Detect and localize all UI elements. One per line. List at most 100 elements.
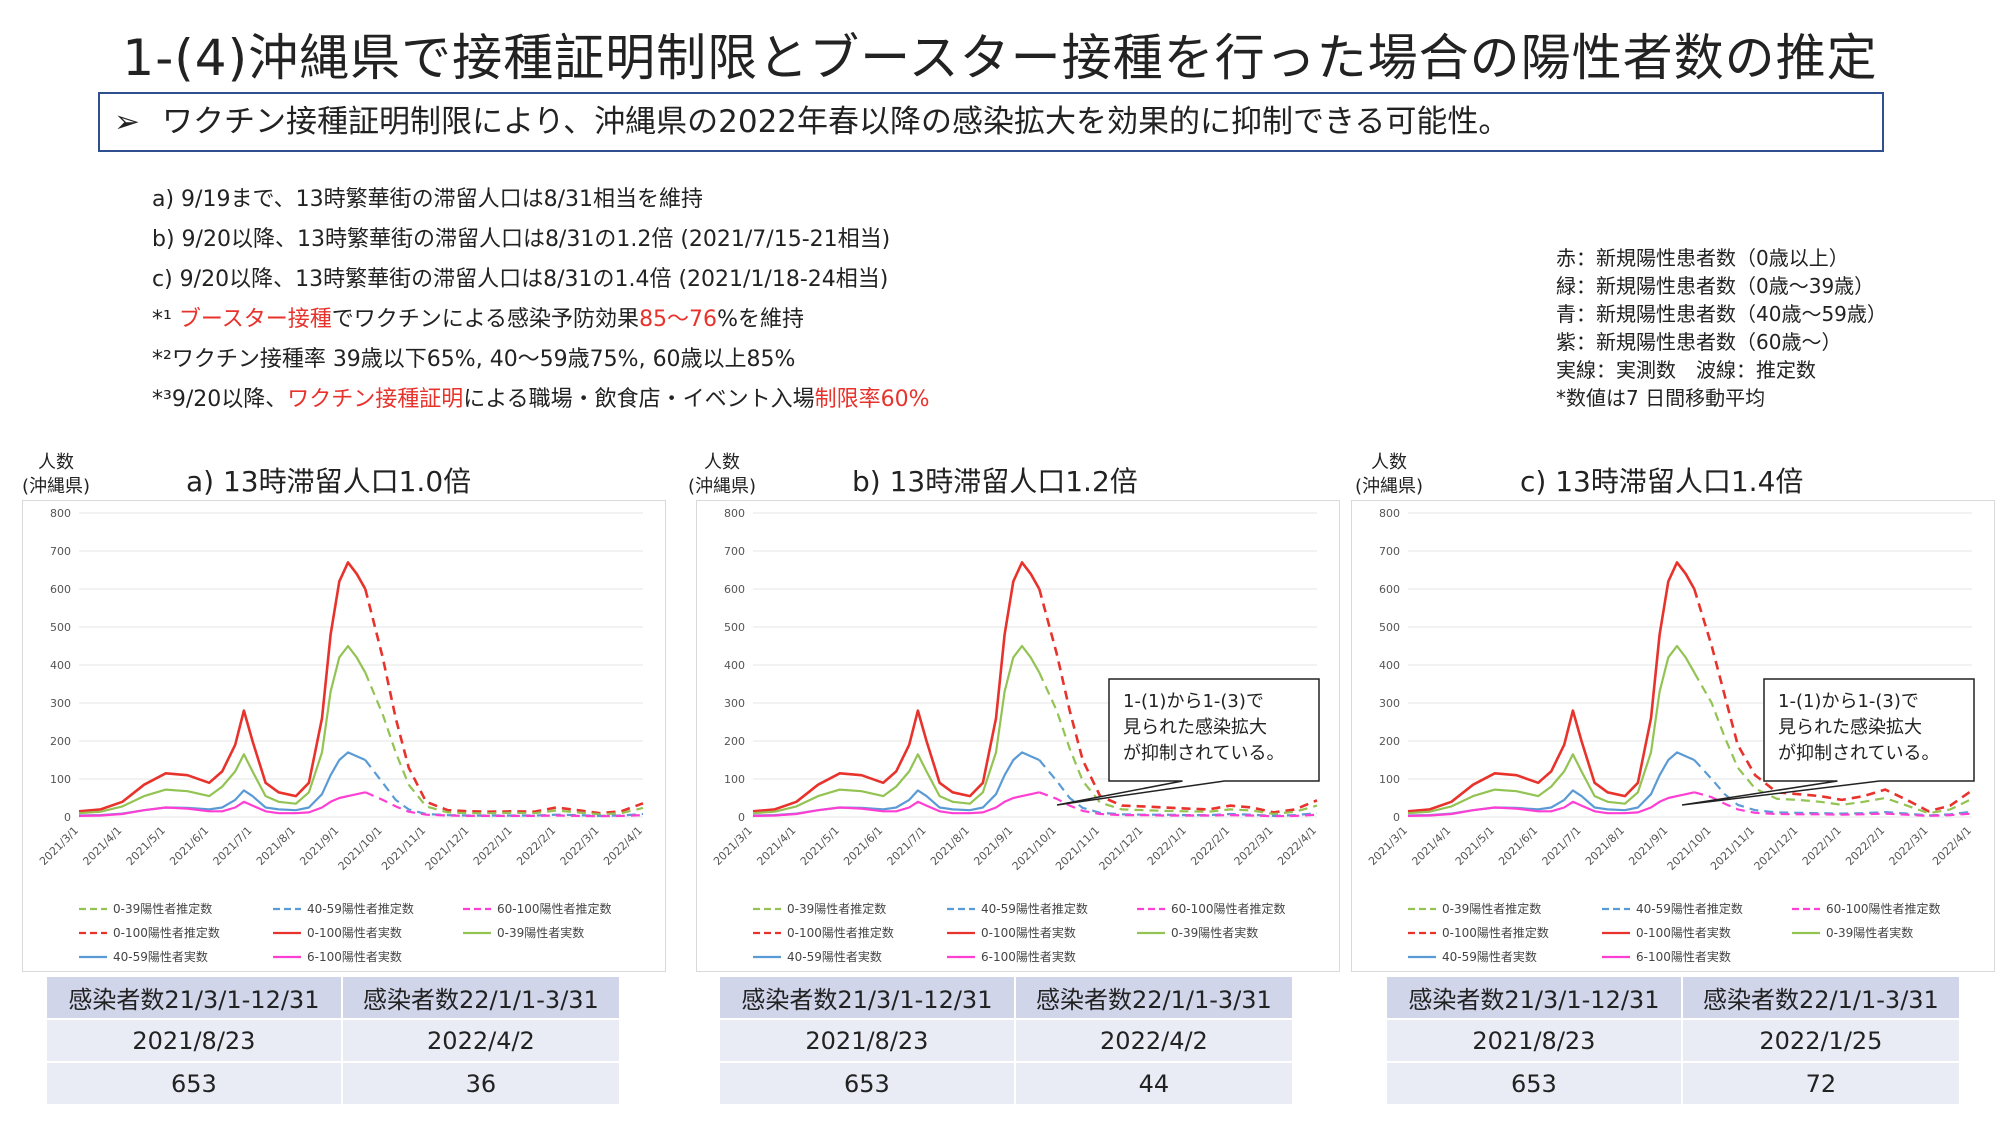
legend-green: 緑：新規陽性患者数（0歳～39歳） <box>1556 274 1875 298</box>
table-row: 653 36 <box>47 1063 619 1104</box>
legend-label: 0-39陽性者実数 <box>497 925 584 940</box>
summary-callout: ➢ ワクチン接種証明制限により、沖縄県の2022年春以降の感染拡大を効果的に抑制で… <box>98 92 1884 152</box>
note-booster: *¹ ブースター接種でワクチンによる感染予防効果85～76%を維持 <box>152 300 930 340</box>
x-tick-label: 2021/12/1 <box>1752 824 1801 873</box>
y-tick-label: 0 <box>1393 811 1400 824</box>
date-cell: 2022/1/25 <box>1682 1020 1959 1061</box>
header-cell: 感染者数22/1/1-3/31 <box>342 977 619 1018</box>
note-booster-prefix: *¹ <box>152 307 179 332</box>
note-booster-suffix: %を維持 <box>717 307 804 332</box>
summary-text: ワクチン接種証明制限により、沖縄県の2022年春以降の感染拡大を効果的に抑制でき… <box>162 104 1510 140</box>
stats-table: 感染者数21/3/1-12/31 感染者数22/1/1-3/31 2021/8/2… <box>45 975 621 1106</box>
series-line <box>78 561 367 813</box>
y-tick-label: 600 <box>50 583 71 596</box>
panel-title: a) 13時滞留人口1.0倍 <box>186 465 472 498</box>
line-chart: 0 100 200 300 400 500 600 700 800 2021/3/1 2021/4/… <box>1366 507 1975 964</box>
callout-text: が抑制されている。 <box>1778 743 1939 764</box>
x-tick-label: 2021/10/1 <box>1010 824 1059 873</box>
date-cell: 2021/8/23 <box>720 1020 1014 1061</box>
legend-label: 60-100陽性者推定数 <box>1826 901 1941 916</box>
legend-label: 0-100陽性者実数 <box>307 925 402 940</box>
line-chart: 0 100 200 300 400 500 600 700 800 2021/3/1 2021/4/… <box>37 507 645 964</box>
legend-label: 0-39陽性者推定数 <box>1442 901 1541 916</box>
callout-text: 1-(1)から1-(3)で <box>1778 691 1919 712</box>
note-booster-highlight: ブースター接種 <box>178 307 332 332</box>
x-tick-label: 2021/11/1 <box>1053 824 1102 873</box>
table-row: 653 72 <box>1387 1063 1959 1104</box>
callout-box <box>1056 678 1320 806</box>
table-row: 2021/8/23 2022/1/25 <box>1387 1020 1959 1061</box>
y-tick-label: 700 <box>1379 545 1400 558</box>
stats-table: 感染者数21/3/1-12/31 感染者数22/1/1-3/31 2021/8/2… <box>718 975 1294 1106</box>
x-tick-label: 2021/6/1 <box>167 824 211 868</box>
y-unit-text: 人数 (沖縄県) <box>1355 452 1424 497</box>
legend-label: 0-100陽性者推定数 <box>113 925 220 940</box>
series-line <box>752 791 1040 817</box>
y-tick-label: 400 <box>1379 659 1400 672</box>
value-cell: 36 <box>342 1063 619 1104</box>
y-unit-label: 人数 (沖縄県) <box>1355 451 1423 499</box>
callout-text: が抑制されている。 <box>1123 743 1284 764</box>
note-certificate: *³9/20以降、ワクチン接種証明による職場・飲食店・イベント入場制限率60% <box>152 380 930 420</box>
x-tick-label: 2022/4/1 <box>1275 824 1319 868</box>
note-certificate-prefix: *³9/20以降、 <box>152 387 288 412</box>
series-line <box>752 644 1041 815</box>
legend-label: 40-59陽性者実数 <box>1442 949 1537 964</box>
x-tick-label: 2021/8/1 <box>928 824 972 868</box>
x-tick-label: 2021/12/1 <box>423 824 472 873</box>
x-tick-label: 2021/7/1 <box>1540 824 1584 868</box>
x-tick-label: 2021/5/1 <box>798 824 842 868</box>
y-unit-text: 人数 (沖縄県) <box>22 452 91 497</box>
x-tick-label: 2021/9/1 <box>971 824 1015 868</box>
note-b: b) 9/20以降、13時繁華街の滞留人口は8/31の1.2倍 (2021/7/… <box>152 227 891 252</box>
x-tick-label: 2022/1/1 <box>1145 824 1189 868</box>
note-c: c) 9/20以降、13時繁華街の滞留人口は8/31の1.4倍 (2021/1/… <box>152 267 889 292</box>
color-legend: 赤：新規陽性患者数（0歳以上） 緑：新規陽性患者数（0歳～39歳） 青：新規陽性… <box>1556 244 1887 412</box>
note-vaccination-rate: *²ワクチン接種率 39歳以下65%, 40～59歳75%, 60歳以上85% <box>152 347 796 372</box>
x-tick-label: 2021/3/1 <box>711 824 755 868</box>
table-row: 653 44 <box>720 1063 1292 1104</box>
note-certificate-mid: による職場・飲食店・イベント入場 <box>463 387 815 412</box>
series-line <box>364 791 644 818</box>
y-tick-label: 800 <box>1379 507 1400 520</box>
note-booster-rate: 85～76 <box>639 307 718 332</box>
x-tick-label: 2021/12/1 <box>1097 824 1146 873</box>
legend-label: 6-100陽性者実数 <box>307 949 402 964</box>
table-row: 2021/8/23 2022/4/2 <box>720 1020 1292 1061</box>
x-tick-label: 2021/6/1 <box>841 824 885 868</box>
x-tick-label: 2022/3/1 <box>1232 824 1276 868</box>
legend-label: 6-100陽性者実数 <box>981 949 1076 964</box>
series-line <box>364 672 644 816</box>
x-tick-label: 2021/4/1 <box>1409 824 1453 868</box>
y-unit-label: 人数 (沖縄県) <box>688 451 756 499</box>
legend-label: 40-59陽性者推定数 <box>981 901 1088 916</box>
header-cell: 感染者数22/1/1-3/31 <box>1015 977 1292 1018</box>
y-tick-label: 800 <box>724 507 745 520</box>
note-certificate-highlight: ワクチン接種証明 <box>287 387 464 412</box>
x-tick-label: 2021/11/1 <box>379 824 428 873</box>
chart-area: 0 100 200 300 400 500 600 700 800 2021/3/1 2021/4/… <box>696 500 1340 972</box>
legend-moving-average: *数値は7 日間移動平均 <box>1556 386 1766 410</box>
legend-red: 赤：新規陽性患者数（0歳以上） <box>1556 246 1849 270</box>
series-line <box>1694 791 1973 817</box>
chart-area: 0 100 200 300 400 500 600 700 800 2021/3/1 2021/4/… <box>1351 500 1995 972</box>
y-unit-text: 人数 (沖縄県) <box>688 452 757 497</box>
legend-label: 0-39陽性者実数 <box>1826 925 1913 940</box>
value-cell: 44 <box>1015 1063 1292 1104</box>
legend-label: 60-100陽性者推定数 <box>497 901 612 916</box>
y-tick-label: 500 <box>50 621 71 634</box>
callout-text: 1-(1)から1-(3)で <box>1123 691 1264 712</box>
series-line <box>78 791 366 817</box>
date-cell: 2022/4/2 <box>342 1020 619 1061</box>
line-chart: 0 100 200 300 400 500 600 700 800 2021/3/1 2021/4/… <box>711 507 1320 964</box>
x-tick-label: 2021/10/1 <box>1665 824 1714 873</box>
legend-label: 0-100陽性者実数 <box>1636 925 1731 940</box>
value-cell: 653 <box>47 1063 341 1104</box>
value-cell: 653 <box>720 1063 1014 1104</box>
table-row: 感染者数21/3/1-12/31 感染者数22/1/1-3/31 <box>1387 977 1959 1018</box>
header-cell: 感染者数21/3/1-12/31 <box>47 977 341 1018</box>
note-a: a) 9/19まで、13時繁華街の滞留人口は8/31相当を維持 <box>152 187 703 212</box>
x-tick-label: 2021/6/1 <box>1496 824 1540 868</box>
